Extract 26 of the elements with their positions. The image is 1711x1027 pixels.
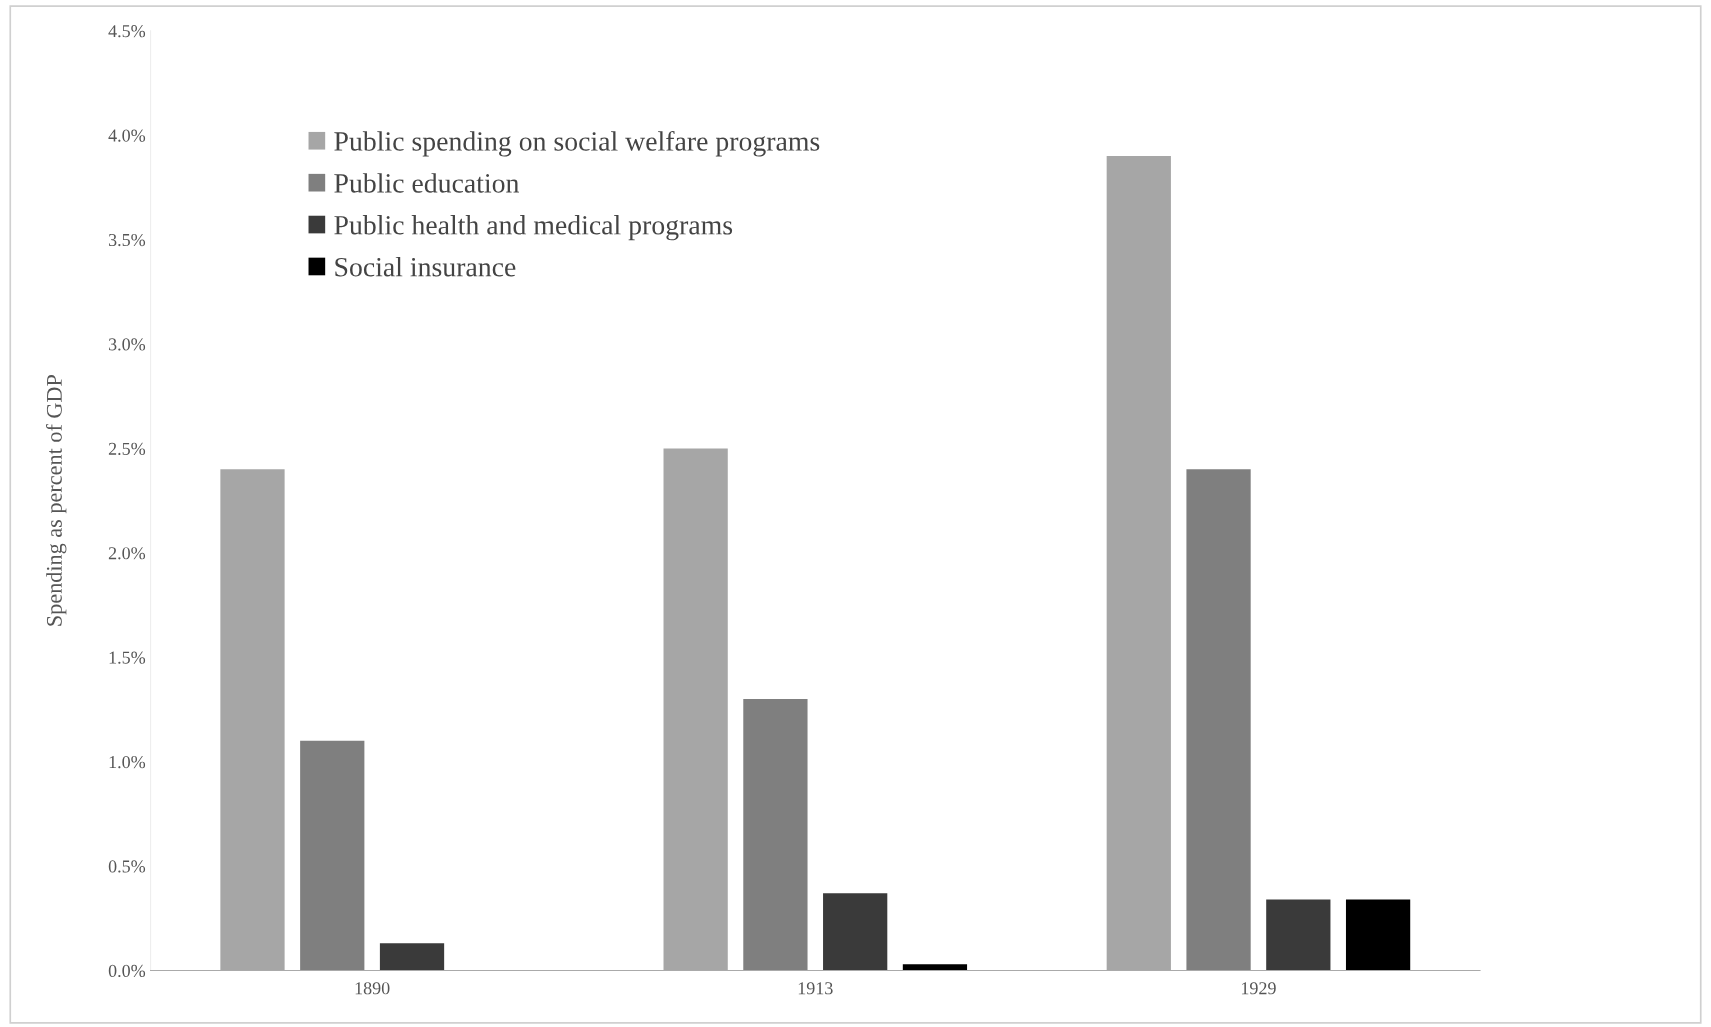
legend-label: Public health and medical programs <box>334 215 733 241</box>
x-tick-label: 1890 <box>355 982 390 995</box>
bar <box>743 699 808 971</box>
y-tick-label: 2.5% <box>108 442 146 455</box>
bar <box>823 893 888 971</box>
legend-label: Social insurance <box>335 257 516 277</box>
legend-label: Public education <box>334 173 519 193</box>
y-tick-label: 3.0% <box>108 338 146 351</box>
bar <box>1266 899 1331 971</box>
y-tick-label: 0.5% <box>108 860 146 873</box>
bar <box>300 740 365 971</box>
y-tick-label: 4.5% <box>108 25 146 38</box>
bar <box>1345 899 1411 971</box>
bar <box>1186 469 1251 971</box>
x-tick-label: 1913 <box>798 982 833 995</box>
y-tick-label: 3.5% <box>108 233 146 247</box>
y-tick-label: 0.0% <box>108 964 146 978</box>
y-axis-title: Spending as percent of GDP <box>45 375 67 626</box>
y-tick-label: 1.0% <box>109 755 146 769</box>
bar <box>379 943 445 971</box>
x-tick-label: 1929 <box>1241 982 1276 995</box>
y-tick-label: 4.0% <box>108 129 146 142</box>
y-tick-label: 2.0% <box>108 547 146 560</box>
y-tick-label: 1.5% <box>109 651 146 664</box>
bar <box>902 964 968 971</box>
legend-label: Public spending on social welfare programs <box>334 130 820 157</box>
